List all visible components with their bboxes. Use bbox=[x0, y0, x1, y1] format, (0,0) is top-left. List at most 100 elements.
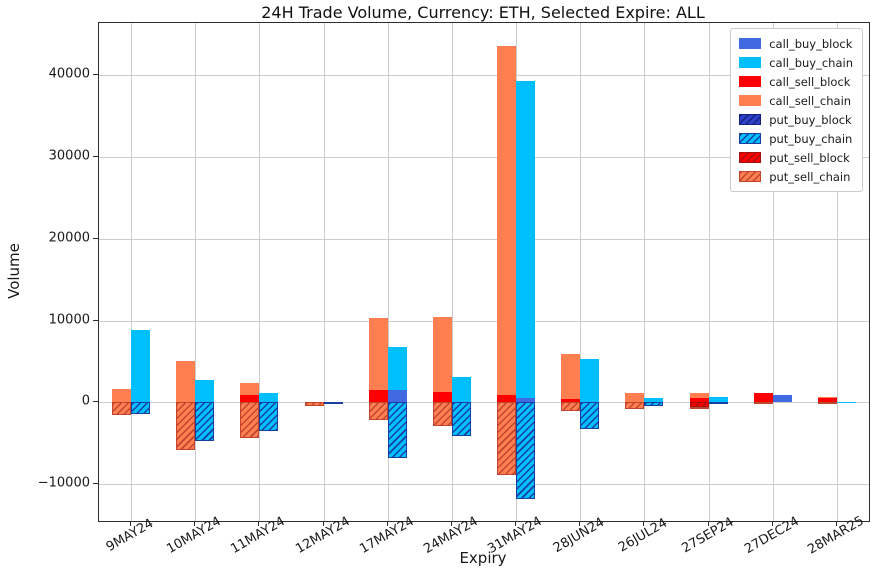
bar-segment-call-sell-chain bbox=[625, 393, 645, 403]
gridline bbox=[99, 402, 869, 404]
legend-swatch-put-buy-chain bbox=[739, 133, 762, 144]
bar-segment-put-buy-chain bbox=[323, 402, 343, 405]
gridline bbox=[99, 157, 869, 159]
y-axis-label: Volume bbox=[5, 243, 23, 299]
bar-segment-put-sell-chain bbox=[176, 402, 196, 450]
legend-item: call_buy_chain bbox=[739, 53, 853, 72]
legend-swatch-call-sell-block bbox=[739, 76, 762, 87]
bar-segment-call-sell-chain bbox=[689, 393, 709, 399]
bar-segment-put-buy-chain bbox=[259, 402, 279, 432]
legend-item: call_sell_chain bbox=[739, 91, 853, 110]
legend-label: put_buy_block bbox=[769, 112, 852, 127]
gridline bbox=[644, 23, 646, 521]
bar-segment-call-buy-chain bbox=[195, 380, 215, 403]
bar-segment-call-sell-block bbox=[689, 398, 709, 403]
bar-segment-put-sell-chain bbox=[497, 402, 517, 476]
legend-item: put_buy_block bbox=[739, 110, 853, 129]
bar-segment-put-sell-chain bbox=[625, 402, 645, 409]
bar-segment-call-buy-chain bbox=[836, 401, 856, 403]
bar-segment-put-sell-chain bbox=[368, 402, 388, 420]
gridline bbox=[451, 23, 453, 521]
bar-segment-call-buy-chain bbox=[131, 329, 151, 403]
legend: call_buy_block call_buy_chain call_sell_bl… bbox=[730, 28, 863, 192]
y-tick-label: 20000 bbox=[48, 230, 90, 246]
bar-segment-call-buy-chain bbox=[259, 392, 279, 403]
bar-segment-put-buy-chain bbox=[580, 402, 600, 429]
bar-segment-call-buy-chain bbox=[387, 346, 407, 391]
x-tick-mark bbox=[258, 521, 259, 526]
y-tick-mark bbox=[93, 156, 98, 157]
bar-segment-put-buy-chain bbox=[131, 402, 151, 414]
x-tick-mark bbox=[708, 521, 709, 526]
bar-segment-put-buy-chain bbox=[708, 402, 728, 405]
bar-segment-call-sell-block bbox=[240, 395, 260, 403]
legend-item: call_sell_block bbox=[739, 72, 853, 91]
bar-segment-call-sell-block bbox=[817, 397, 837, 403]
gridline bbox=[708, 23, 710, 521]
y-tick-label: −10000 bbox=[37, 475, 90, 491]
bar-segment-call-sell-block bbox=[497, 395, 517, 403]
y-tick-label: 30000 bbox=[48, 148, 90, 164]
bar-segment-put-sell-chain bbox=[304, 402, 324, 406]
bar-segment-call-sell-block bbox=[753, 393, 773, 403]
gridline bbox=[323, 23, 325, 521]
gridline bbox=[195, 23, 197, 521]
y-tick-mark bbox=[93, 238, 98, 239]
y-tick-mark bbox=[93, 401, 98, 402]
y-tick-mark bbox=[93, 320, 98, 321]
bar-segment-call-buy-chain bbox=[451, 377, 471, 403]
bar-segment-call-sell-chain bbox=[112, 389, 132, 403]
bar-segment-call-sell-block bbox=[561, 399, 581, 403]
legend-label: call_sell_block bbox=[769, 74, 851, 89]
x-tick-mark bbox=[387, 521, 388, 526]
x-axis-label: Expiry bbox=[459, 549, 507, 567]
bar-segment-put-sell-chain bbox=[561, 402, 581, 411]
x-tick-mark bbox=[130, 521, 131, 526]
bar-segment-put-sell-chain bbox=[112, 402, 132, 415]
x-tick-mark bbox=[323, 521, 324, 526]
bar-segment-put-buy-chain bbox=[451, 402, 471, 436]
y-tick-label: 10000 bbox=[48, 312, 90, 328]
legend-label: put_buy_chain bbox=[769, 131, 853, 146]
y-tick-label: 0 bbox=[81, 393, 90, 409]
legend-item: call_buy_block bbox=[739, 34, 853, 53]
bar-segment-call-buy-chain bbox=[644, 398, 664, 403]
bar-segment-put-buy-chain bbox=[387, 402, 407, 459]
legend-item: put_sell_block bbox=[739, 148, 853, 167]
bar-segment-call-sell-block bbox=[368, 390, 388, 403]
bar-segment-call-buy-block bbox=[516, 398, 536, 403]
gridline bbox=[580, 23, 582, 521]
gridline bbox=[99, 75, 869, 77]
x-tick-mark bbox=[836, 521, 837, 526]
legend-swatch-put-sell-chain bbox=[739, 171, 762, 182]
chart-title: 24H Trade Volume, Currency: ETH, Selecte… bbox=[261, 3, 705, 22]
bar-segment-put-sell-chain bbox=[817, 402, 837, 405]
legend-swatch-call-sell-chain bbox=[739, 95, 762, 106]
x-tick-mark bbox=[451, 521, 452, 526]
gridline bbox=[836, 23, 838, 521]
gridline bbox=[131, 23, 133, 521]
x-tick-mark bbox=[194, 521, 195, 526]
legend-label: put_sell_block bbox=[769, 150, 850, 165]
gridline bbox=[99, 238, 869, 240]
bar-segment-call-buy-chain bbox=[708, 396, 728, 403]
bar-segment-call-sell-block bbox=[432, 391, 452, 403]
gridline bbox=[259, 23, 261, 521]
x-tick-mark bbox=[772, 521, 773, 526]
bar-segment-put-buy-chain bbox=[644, 402, 664, 406]
legend-item: put_buy_chain bbox=[739, 129, 853, 148]
bar-segment-call-sell-chain bbox=[561, 354, 581, 400]
legend-label: call_buy_chain bbox=[769, 55, 853, 70]
bar-segment-put-sell-chain bbox=[432, 402, 452, 427]
legend-swatch-put-sell-block bbox=[739, 152, 762, 163]
gridline bbox=[99, 320, 869, 322]
bar-segment-call-buy-chain bbox=[516, 81, 536, 399]
legend-item: put_sell_chain bbox=[739, 167, 853, 186]
legend-label: call_sell_chain bbox=[769, 93, 852, 108]
y-tick-label: 40000 bbox=[48, 66, 90, 82]
plot-area: call_buy_block call_buy_chain call_sell_bl… bbox=[98, 22, 870, 522]
bar-segment-call-sell-chain bbox=[368, 318, 388, 391]
gridline bbox=[772, 23, 774, 521]
x-tick-mark bbox=[579, 521, 580, 526]
